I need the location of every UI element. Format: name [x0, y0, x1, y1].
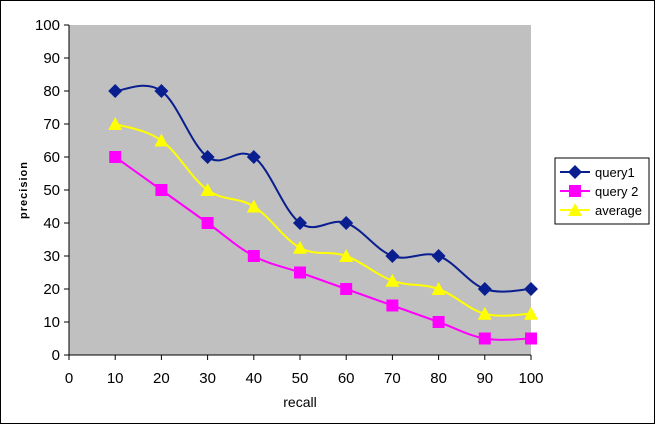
x-tick-label: 100: [518, 370, 543, 387]
y-tick-label: 50: [43, 182, 60, 199]
y-tick-label: 30: [43, 248, 60, 265]
data-point-query-2: [386, 299, 399, 312]
x-tick-label: 30: [199, 370, 216, 387]
data-point-query-2: [247, 250, 260, 262]
data-point-query-2: [525, 332, 537, 345]
legend-marker-query-2: [569, 185, 581, 197]
data-point-average: [339, 249, 354, 262]
x-tick-label: 20: [153, 370, 170, 387]
data-point-query1: [200, 150, 215, 164]
y-axis-title: precision: [18, 161, 30, 219]
y-tick-label: 10: [43, 314, 60, 331]
x-axis-title: recall: [283, 394, 316, 410]
legend-marker-query1: [568, 165, 582, 179]
x-tick-label: 60: [338, 370, 355, 387]
y-tick-label: 40: [43, 215, 60, 232]
data-point-average: [293, 240, 307, 254]
x-tick-label: 10: [107, 370, 124, 387]
x-tick-label: 0: [65, 370, 73, 387]
data-point-query1: [339, 216, 354, 230]
data-point-query1: [431, 249, 446, 263]
y-tick-label: 70: [43, 116, 60, 133]
x-tick-label: 80: [430, 370, 447, 387]
y-tick-label: 80: [43, 83, 60, 100]
legend-label-query-2: query 2: [595, 184, 638, 199]
data-point-query1: [477, 282, 492, 296]
data-point-average: [108, 117, 123, 130]
data-point-average: [524, 306, 538, 320]
data-point-query-2: [478, 332, 491, 345]
data-point-average: [477, 306, 492, 320]
legend-marker-average: [568, 203, 582, 216]
series-line-query-2: [114, 156, 532, 341]
x-tick-label: 70: [384, 370, 401, 387]
series-line-average: [114, 123, 532, 317]
data-point-query-2: [432, 316, 445, 328]
y-tick-label: 60: [43, 149, 60, 166]
data-point-average: [200, 183, 215, 196]
data-point-query1: [108, 84, 123, 98]
data-point-query-2: [155, 184, 168, 196]
x-tick-label: 90: [476, 370, 493, 387]
series-line-query1: [115, 84, 532, 293]
data-point-query1: [154, 84, 169, 98]
data-point-average: [246, 199, 261, 213]
data-point-average: [154, 133, 169, 147]
data-point-query1: [524, 282, 538, 296]
legend-label-average: average: [595, 203, 642, 218]
x-tick-label: 50: [292, 370, 309, 387]
y-tick-label: 90: [43, 50, 60, 67]
legend-label-query1: query1: [595, 165, 635, 180]
data-point-query1: [246, 150, 261, 164]
plot-area: [69, 25, 531, 355]
data-point-query-2: [201, 217, 214, 229]
y-tick-label: 0: [52, 347, 60, 364]
data-point-query-2: [340, 283, 353, 295]
legend: query1 query 2 average: [554, 157, 650, 225]
x-tick-label: 40: [245, 370, 262, 387]
data-point-query-2: [294, 266, 306, 279]
data-point-query1: [385, 249, 400, 263]
y-tick-label: 100: [35, 17, 60, 34]
data-point-average: [385, 273, 400, 287]
data-point-average: [431, 282, 446, 295]
data-point-query-2: [109, 151, 122, 163]
y-tick-label: 20: [43, 281, 60, 298]
data-point-query1: [293, 216, 307, 230]
